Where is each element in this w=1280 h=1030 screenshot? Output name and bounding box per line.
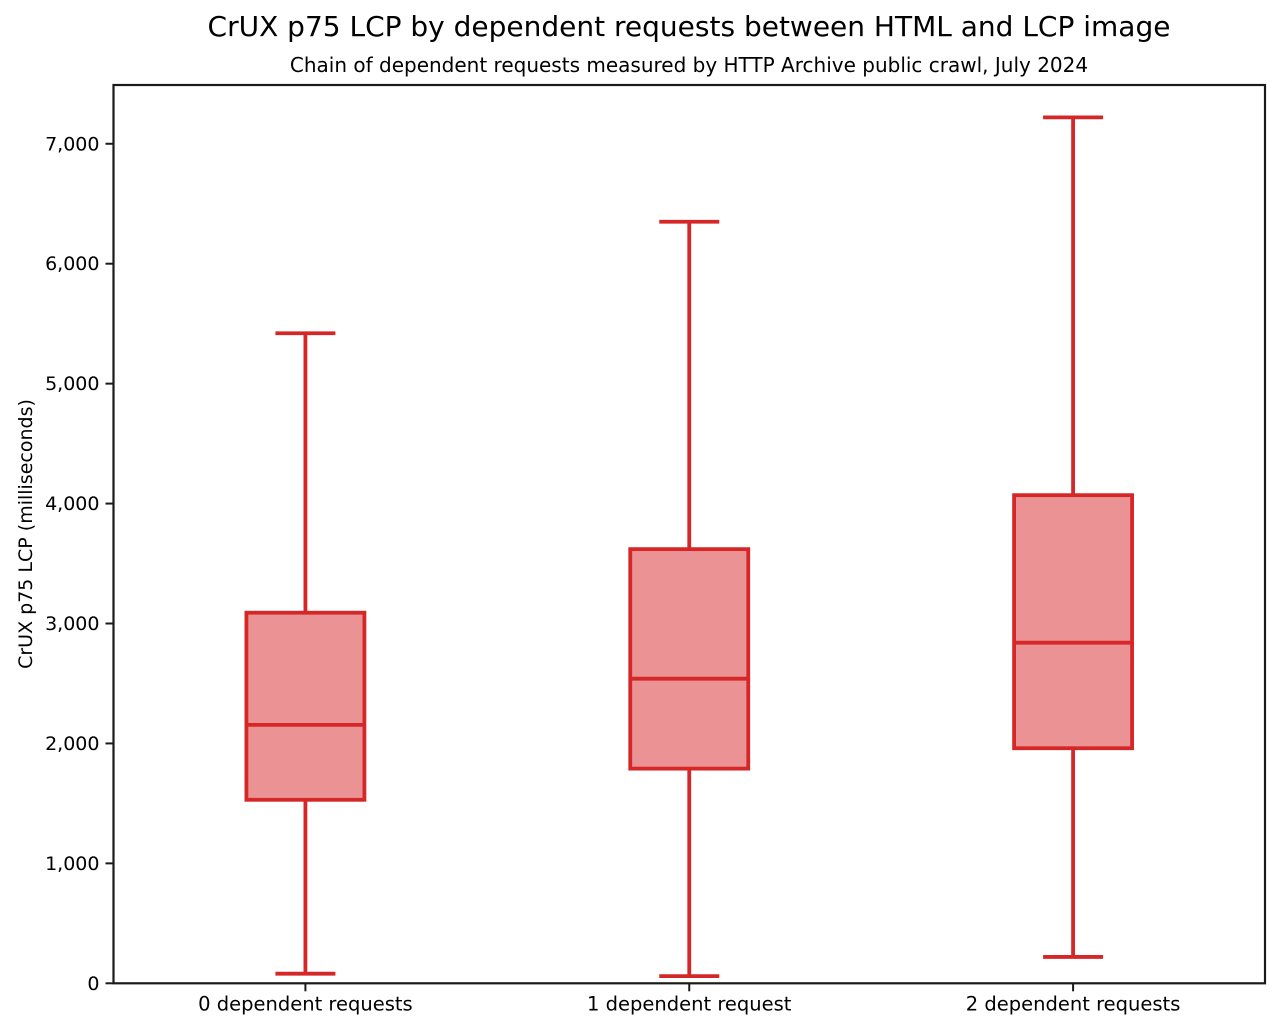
y-tick-label: 0 xyxy=(87,973,99,995)
box-iqr xyxy=(628,547,751,771)
y-tick-label: 5,000 xyxy=(45,373,99,395)
plot-border xyxy=(112,83,1267,985)
chart-subtitle: Chain of dependent requests measured by … xyxy=(289,53,1089,77)
y-tick-label: 4,000 xyxy=(45,493,99,515)
y-tick-label: 7,000 xyxy=(45,133,99,155)
y-tick-label: 2,000 xyxy=(45,733,99,755)
y-tick-label: 3,000 xyxy=(45,613,99,635)
x-tick-label: 2 dependent requests xyxy=(966,992,1181,1015)
y-tick-label: 6,000 xyxy=(45,253,99,275)
box-iqr xyxy=(1012,493,1134,751)
x-tick-label: 0 dependent requests xyxy=(198,992,413,1015)
x-tick-label: 1 dependent request xyxy=(587,992,792,1015)
y-tick-label: 1,000 xyxy=(45,853,99,875)
chart-title: CrUX p75 LCP by dependent requests betwe… xyxy=(207,10,1171,43)
box-iqr xyxy=(244,610,367,802)
